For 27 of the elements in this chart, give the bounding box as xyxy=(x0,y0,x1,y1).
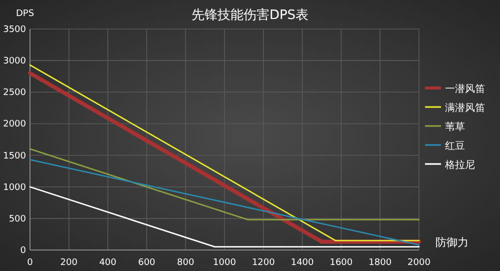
legend-label: 满潜风笛 xyxy=(445,102,485,114)
x-axis-title: 防御力 xyxy=(436,236,468,249)
y-tick-label: 1500 xyxy=(3,151,26,162)
legend-label: 格拉尼 xyxy=(444,159,475,171)
x-tick-label: 1600 xyxy=(330,258,353,268)
y-tick-label: 2500 xyxy=(3,88,26,98)
x-tick-label: 800 xyxy=(177,258,194,268)
legend-label: 苇草 xyxy=(445,121,465,133)
x-tick-label: 1400 xyxy=(290,258,314,268)
y-tick-label: 3500 xyxy=(3,25,26,35)
x-tick-label: 1000 xyxy=(213,258,236,268)
y-tick-label: 1000 xyxy=(3,182,26,193)
legend-label: 一潜风笛 xyxy=(445,83,485,95)
y-tick-label: 500 xyxy=(8,214,26,224)
x-tick-label: 2000 xyxy=(408,258,431,268)
x-tick-label: 1800 xyxy=(368,258,392,268)
x-tick-label: 200 xyxy=(60,258,78,268)
x-tick-label: 400 xyxy=(99,258,117,268)
x-tick-label: 0 xyxy=(27,258,34,268)
y-axis-title: DPS xyxy=(16,9,34,19)
y-tick-label: 3000 xyxy=(3,56,26,67)
x-tick-label: 1200 xyxy=(252,258,276,268)
chart-title: 先锋技能伤害DPS表 xyxy=(191,7,309,23)
y-tick-label: 0 xyxy=(20,246,26,256)
legend-label: 红豆 xyxy=(445,140,465,152)
x-tick-label: 600 xyxy=(138,258,156,268)
y-tick-label: 2000 xyxy=(3,120,26,130)
